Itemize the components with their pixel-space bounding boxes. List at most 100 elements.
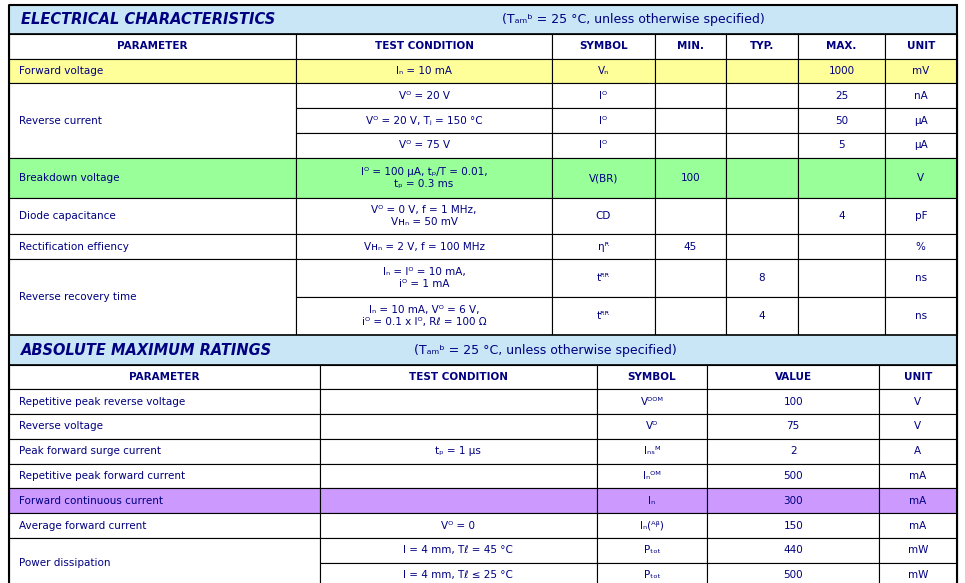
FancyBboxPatch shape bbox=[10, 538, 319, 583]
FancyBboxPatch shape bbox=[727, 108, 798, 133]
FancyBboxPatch shape bbox=[798, 133, 885, 158]
FancyBboxPatch shape bbox=[552, 34, 654, 59]
FancyBboxPatch shape bbox=[654, 259, 727, 297]
Text: mW: mW bbox=[908, 570, 928, 580]
Text: V: V bbox=[917, 173, 924, 183]
Text: Pₜₒₜ: Pₜₒₜ bbox=[644, 570, 660, 580]
FancyBboxPatch shape bbox=[552, 198, 654, 234]
FancyBboxPatch shape bbox=[654, 108, 727, 133]
FancyBboxPatch shape bbox=[707, 489, 879, 513]
FancyBboxPatch shape bbox=[10, 365, 319, 389]
Text: Vᴼ = 0: Vᴼ = 0 bbox=[441, 521, 475, 531]
FancyBboxPatch shape bbox=[552, 108, 654, 133]
Text: Iₙ = 10 mA, Vᴼ = 6 V,
iᴼ = 0.1 x Iᴼ, Rℓ = 100 Ω: Iₙ = 10 mA, Vᴼ = 6 V, iᴼ = 0.1 x Iᴼ, Rℓ … bbox=[362, 305, 486, 327]
FancyBboxPatch shape bbox=[727, 297, 798, 335]
FancyBboxPatch shape bbox=[727, 59, 798, 83]
FancyBboxPatch shape bbox=[296, 59, 552, 83]
FancyBboxPatch shape bbox=[707, 463, 879, 489]
Text: Peak forward surge current: Peak forward surge current bbox=[19, 446, 161, 456]
Text: Vʜₙ = 2 V, f = 100 MHz: Vʜₙ = 2 V, f = 100 MHz bbox=[364, 241, 484, 251]
FancyBboxPatch shape bbox=[319, 513, 596, 538]
FancyBboxPatch shape bbox=[552, 133, 654, 158]
FancyBboxPatch shape bbox=[10, 489, 319, 513]
FancyBboxPatch shape bbox=[654, 158, 727, 198]
Text: V: V bbox=[914, 422, 922, 431]
Text: Iₙ(ᴬᵝ): Iₙ(ᴬᵝ) bbox=[640, 521, 664, 531]
FancyBboxPatch shape bbox=[798, 108, 885, 133]
FancyBboxPatch shape bbox=[319, 414, 596, 439]
FancyBboxPatch shape bbox=[296, 259, 552, 297]
FancyBboxPatch shape bbox=[296, 133, 552, 158]
Text: Vᴼ = 75 V: Vᴼ = 75 V bbox=[399, 141, 450, 150]
FancyBboxPatch shape bbox=[885, 198, 956, 234]
FancyBboxPatch shape bbox=[798, 158, 885, 198]
Text: 75: 75 bbox=[786, 422, 800, 431]
Text: Iᴼ: Iᴼ bbox=[599, 141, 607, 150]
Text: mA: mA bbox=[909, 471, 926, 481]
Text: TYP.: TYP. bbox=[750, 41, 774, 51]
Text: Iₙᴼᴹ: Iₙᴼᴹ bbox=[643, 471, 661, 481]
FancyBboxPatch shape bbox=[654, 198, 727, 234]
Text: MIN.: MIN. bbox=[676, 41, 703, 51]
Text: Breakdown voltage: Breakdown voltage bbox=[19, 173, 120, 183]
FancyBboxPatch shape bbox=[10, 83, 296, 158]
FancyBboxPatch shape bbox=[552, 59, 654, 83]
Text: ns: ns bbox=[915, 311, 926, 321]
Text: Repetitive peak reverse voltage: Repetitive peak reverse voltage bbox=[19, 396, 185, 407]
FancyBboxPatch shape bbox=[798, 259, 885, 297]
Text: Vᴼᴼᴹ: Vᴼᴼᴹ bbox=[641, 396, 664, 407]
Text: tᴿᴿ: tᴿᴿ bbox=[596, 273, 610, 283]
FancyBboxPatch shape bbox=[296, 34, 552, 59]
Text: Iₙ = Iᴼ = 10 mA,
iᴼ = 1 mA: Iₙ = Iᴼ = 10 mA, iᴼ = 1 mA bbox=[383, 267, 465, 289]
FancyBboxPatch shape bbox=[707, 389, 879, 414]
Text: 100: 100 bbox=[784, 396, 803, 407]
FancyBboxPatch shape bbox=[727, 34, 798, 59]
Text: (Tₐₘᵇ = 25 °C, unless otherwise specified): (Tₐₘᵇ = 25 °C, unless otherwise specifie… bbox=[410, 343, 677, 357]
FancyBboxPatch shape bbox=[10, 463, 319, 489]
FancyBboxPatch shape bbox=[319, 538, 596, 563]
FancyBboxPatch shape bbox=[10, 5, 956, 34]
FancyBboxPatch shape bbox=[885, 259, 956, 297]
FancyBboxPatch shape bbox=[319, 463, 596, 489]
FancyBboxPatch shape bbox=[596, 389, 707, 414]
FancyBboxPatch shape bbox=[879, 489, 956, 513]
Text: Forward voltage: Forward voltage bbox=[19, 66, 103, 76]
Text: pF: pF bbox=[915, 211, 927, 221]
Text: Iᴼ: Iᴼ bbox=[599, 91, 607, 101]
Text: Iₙ = 10 mA: Iₙ = 10 mA bbox=[396, 66, 453, 76]
Text: l = 4 mm, Tℓ ≤ 25 °C: l = 4 mm, Tℓ ≤ 25 °C bbox=[403, 570, 513, 580]
FancyBboxPatch shape bbox=[707, 538, 879, 563]
FancyBboxPatch shape bbox=[727, 83, 798, 108]
FancyBboxPatch shape bbox=[879, 538, 956, 563]
Text: 150: 150 bbox=[784, 521, 803, 531]
FancyBboxPatch shape bbox=[596, 563, 707, 583]
FancyBboxPatch shape bbox=[552, 297, 654, 335]
FancyBboxPatch shape bbox=[552, 259, 654, 297]
Text: UNIT: UNIT bbox=[906, 41, 935, 51]
Text: CD: CD bbox=[595, 211, 611, 221]
Text: %: % bbox=[916, 241, 925, 251]
Text: V: V bbox=[914, 396, 922, 407]
Text: MAX.: MAX. bbox=[826, 41, 857, 51]
FancyBboxPatch shape bbox=[707, 414, 879, 439]
Text: 8: 8 bbox=[758, 273, 765, 283]
Text: VALUE: VALUE bbox=[775, 372, 812, 382]
FancyBboxPatch shape bbox=[319, 563, 596, 583]
FancyBboxPatch shape bbox=[319, 365, 596, 389]
Text: mA: mA bbox=[909, 521, 926, 531]
Text: 440: 440 bbox=[784, 545, 803, 556]
FancyBboxPatch shape bbox=[654, 297, 727, 335]
Text: ELECTRICAL CHARACTERISTICS: ELECTRICAL CHARACTERISTICS bbox=[21, 12, 276, 27]
Text: Iₙₛᴹ: Iₙₛᴹ bbox=[644, 446, 660, 456]
FancyBboxPatch shape bbox=[798, 59, 885, 83]
Text: SYMBOL: SYMBOL bbox=[627, 372, 676, 382]
Text: Iₙ: Iₙ bbox=[648, 496, 655, 506]
FancyBboxPatch shape bbox=[552, 83, 654, 108]
FancyBboxPatch shape bbox=[552, 158, 654, 198]
FancyBboxPatch shape bbox=[879, 513, 956, 538]
Text: V(BR): V(BR) bbox=[589, 173, 618, 183]
FancyBboxPatch shape bbox=[10, 59, 296, 83]
Text: Iᴼ: Iᴼ bbox=[599, 115, 607, 125]
FancyBboxPatch shape bbox=[596, 414, 707, 439]
Text: ns: ns bbox=[915, 273, 926, 283]
